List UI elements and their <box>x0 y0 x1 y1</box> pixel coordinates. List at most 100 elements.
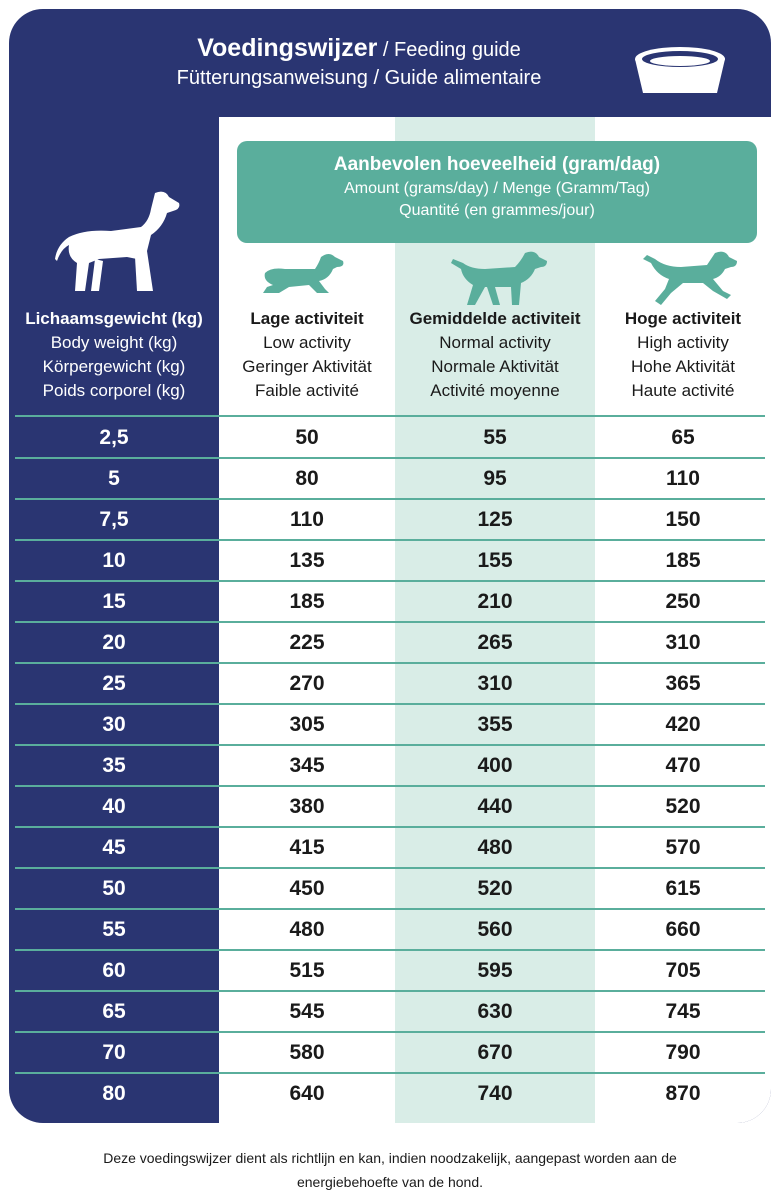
high-activity-cell: 470 <box>665 754 701 777</box>
table-row: 5 80 95 110 <box>9 458 771 499</box>
standing-dog-icon <box>55 191 180 291</box>
high-activity-cell: 65 <box>671 426 695 449</box>
amount-banner: Aanbevolen hoeveelheid (gram/dag) Amount… <box>237 141 757 243</box>
page-subtitle: Fütterungsanweisung / Guide alimentaire <box>176 67 542 89</box>
normal-activity-cell: 400 <box>477 754 513 777</box>
row-divider <box>15 867 765 869</box>
low-activity-cell: 50 <box>295 426 319 449</box>
low-activity-cell: 225 <box>289 631 325 654</box>
row-divider <box>15 1031 765 1033</box>
table-row: 55 480 560 660 <box>9 909 771 950</box>
high-activity-cell: 185 <box>665 549 701 572</box>
normal-activity-cell: 95 <box>483 467 507 490</box>
low-activity-cell: 450 <box>289 877 325 900</box>
normal-activity-cell: 560 <box>477 918 513 941</box>
table-row: 65 545 630 745 <box>9 991 771 1032</box>
weight-cell: 15 <box>102 590 126 613</box>
table-row: 80 640 740 870 <box>9 1073 771 1114</box>
running-dog-icon <box>643 251 737 305</box>
food-bowl-icon <box>635 47 725 93</box>
weight-cell: 30 <box>102 713 126 736</box>
weight-cell: 80 <box>102 1082 126 1105</box>
row-divider <box>15 1072 765 1074</box>
normal-activity-cell: 520 <box>477 877 513 900</box>
feeding-guide-card: Voedingswijzer / Feeding guide Fütterung… <box>9 9 771 1123</box>
low-activity-cell: 515 <box>289 959 325 982</box>
normal-activity-header: Gemiddelde activiteit Normal activity No… <box>409 309 581 400</box>
weight-cell: 35 <box>102 754 126 777</box>
footer-note: Deze voedingswijzer dient als richtlijn … <box>103 1150 677 1190</box>
low-activity-cell: 80 <box>295 467 319 490</box>
weight-cell: 45 <box>102 836 126 859</box>
low-activity-cell: 305 <box>289 713 325 736</box>
high-activity-cell: 790 <box>665 1041 701 1064</box>
low-activity-cell: 345 <box>289 754 325 777</box>
normal-activity-cell: 595 <box>477 959 513 982</box>
weight-cell: 70 <box>102 1041 126 1064</box>
normal-activity-cell: 355 <box>477 713 513 736</box>
weight-cell: 65 <box>102 1000 126 1023</box>
low-activity-header: Lage activiteit Low activity Geringer Ak… <box>242 309 372 400</box>
low-activity-cell: 580 <box>289 1041 325 1064</box>
table-row: 30 305 355 420 <box>9 704 771 745</box>
high-activity-cell: 520 <box>665 795 701 818</box>
title-bold: Voedingswijzer <box>197 34 378 62</box>
row-divider <box>15 744 765 746</box>
row-divider <box>15 498 765 500</box>
row-divider <box>15 621 765 623</box>
high-activity-cell: 310 <box>665 631 701 654</box>
row-divider <box>15 539 765 541</box>
high-activity-cell: 745 <box>665 1000 701 1023</box>
row-divider <box>15 990 765 992</box>
weight-cell: 7,5 <box>99 508 129 531</box>
low-activity-cell: 545 <box>289 1000 325 1023</box>
normal-activity-cell: 155 <box>477 549 513 572</box>
page-title: Voedingswijzer / Feeding guide Fütterung… <box>9 33 709 91</box>
normal-activity-cell: 440 <box>477 795 513 818</box>
high-activity-cell: 660 <box>665 918 701 941</box>
row-divider <box>15 580 765 582</box>
walking-dog-icon <box>451 251 547 305</box>
weight-column-header: Lichaamsgewicht (kg) Body weight (kg) Kö… <box>25 309 203 400</box>
table-row: 50 450 520 615 <box>9 868 771 909</box>
low-activity-cell: 415 <box>289 836 325 859</box>
normal-activity-cell: 740 <box>477 1082 513 1105</box>
normal-activity-cell: 310 <box>477 672 513 695</box>
row-divider <box>15 662 765 664</box>
row-divider <box>15 826 765 828</box>
low-activity-cell: 380 <box>289 795 325 818</box>
normal-activity-cell: 210 <box>477 590 513 613</box>
low-activity-cell: 270 <box>289 672 325 695</box>
normal-activity-cell: 125 <box>477 508 513 531</box>
row-divider <box>15 785 765 787</box>
high-activity-cell: 420 <box>665 713 701 736</box>
weight-cell: 40 <box>102 795 126 818</box>
high-activity-header: Hoge activiteit High activity Hohe Aktiv… <box>624 309 742 400</box>
table-row: 2,5 50 55 65 <box>9 417 771 458</box>
high-activity-cell: 365 <box>665 672 701 695</box>
weight-cell: 60 <box>102 959 126 982</box>
low-activity-cell: 480 <box>289 918 325 941</box>
normal-activity-cell: 670 <box>477 1041 513 1064</box>
table-row: 20 225 265 310 <box>9 622 771 663</box>
row-divider <box>15 908 765 910</box>
normal-activity-cell: 630 <box>477 1000 513 1023</box>
normal-activity-cell: 480 <box>477 836 513 859</box>
high-activity-cell: 150 <box>665 508 701 531</box>
normal-activity-cell: 265 <box>477 631 513 654</box>
table-row: 15 185 210 250 <box>9 581 771 622</box>
low-activity-cell: 110 <box>290 508 324 531</box>
table-row: 25 270 310 365 <box>9 663 771 704</box>
weight-cell: 20 <box>102 631 126 654</box>
low-activity-cell: 640 <box>289 1082 325 1105</box>
table-row: 40 380 440 520 <box>9 786 771 827</box>
row-divider <box>15 949 765 951</box>
normal-activity-cell: 55 <box>483 426 507 449</box>
table-row: 10 135 155 185 <box>9 540 771 581</box>
row-divider <box>15 703 765 705</box>
table-row: 60 515 595 705 <box>9 950 771 991</box>
table-row: 45 415 480 570 <box>9 827 771 868</box>
high-activity-cell: 615 <box>665 877 701 900</box>
table-row: 7,5 110 125 150 <box>9 499 771 540</box>
high-activity-cell: 110 <box>666 467 700 490</box>
